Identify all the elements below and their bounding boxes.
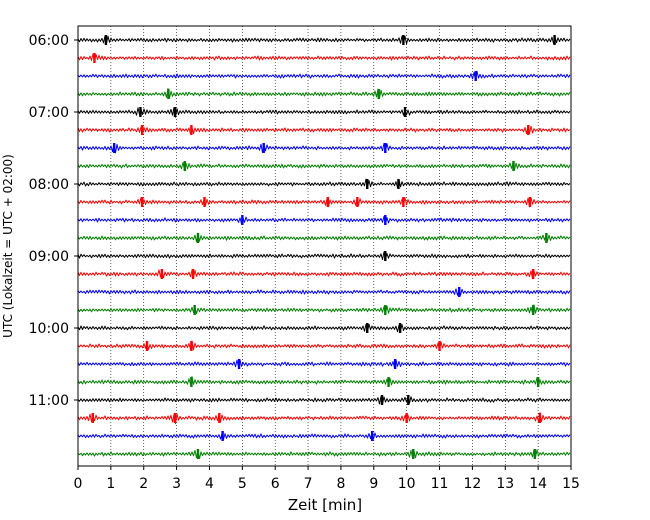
trace-0830 xyxy=(77,215,571,225)
axes-frame xyxy=(77,25,572,467)
x-tick-label-10: 10 xyxy=(398,476,416,492)
trace-1000 xyxy=(77,323,571,333)
x-tick-label-6: 6 xyxy=(271,476,280,492)
trace-1015 xyxy=(77,340,571,351)
trace-1115 xyxy=(77,412,571,425)
trace-0845 xyxy=(77,232,571,243)
trace-0745 xyxy=(77,162,571,171)
x-tick-label-12: 12 xyxy=(463,476,481,492)
y-tick-label-0900: 09:00 xyxy=(29,249,69,265)
y-axis-ticks: 06:00 07:00 08:00 09:00 10:00 11:00 xyxy=(29,33,78,409)
trace-1145 xyxy=(77,449,571,459)
x-tick-label-7: 7 xyxy=(304,476,313,492)
y-tick-label-1100: 11:00 xyxy=(29,393,69,409)
x-tick-label-14: 14 xyxy=(529,476,547,492)
x-tick-label-9: 9 xyxy=(369,476,378,492)
grid-lines xyxy=(110,26,539,466)
trace-0945 xyxy=(77,304,571,315)
x-axis-label: Zeit [min] xyxy=(288,496,362,514)
trace-0645 xyxy=(77,88,571,99)
x-tick-label-3: 3 xyxy=(172,476,181,492)
trace-0800 xyxy=(77,178,571,189)
x-axis-ticks: 0 1 2 3 4 5 6 7 8 9 10 11 12 13 14 15 xyxy=(74,466,580,492)
trace-0900 xyxy=(77,251,571,260)
y-tick-label-0800: 08:00 xyxy=(29,177,69,193)
trace-0815 xyxy=(77,197,571,208)
trace-1130 xyxy=(77,431,571,440)
trace-1100 xyxy=(77,396,571,405)
trace-0715 xyxy=(77,125,571,135)
trace-0700 xyxy=(77,107,571,118)
x-tick-label-2: 2 xyxy=(139,476,148,492)
y-axis-label: UTC (Lokalzeit = UTC + 02:00) xyxy=(1,154,15,338)
x-tick-label-11: 11 xyxy=(431,476,449,492)
x-tick-label-1: 1 xyxy=(106,476,115,492)
trace-1030 xyxy=(77,359,571,369)
y-tick-label-1000: 10:00 xyxy=(29,321,69,337)
seismic-traces xyxy=(77,35,571,459)
trace-0915 xyxy=(77,269,571,280)
trace-0615 xyxy=(77,53,571,63)
x-tick-label-4: 4 xyxy=(205,476,214,492)
x-tick-label-15: 15 xyxy=(562,476,580,492)
trace-1045 xyxy=(77,376,571,387)
trace-0630 xyxy=(77,70,571,81)
x-tick-label-8: 8 xyxy=(336,476,345,492)
x-tick-label-0: 0 xyxy=(74,476,83,492)
trace-0600 xyxy=(77,35,571,45)
y-tick-label-0600: 06:00 xyxy=(29,33,69,49)
y-tick-label-0700: 07:00 xyxy=(29,105,69,121)
x-tick-label-5: 5 xyxy=(238,476,247,492)
trace-0730 xyxy=(77,142,571,154)
x-tick-label-13: 13 xyxy=(496,476,514,492)
trace-0930 xyxy=(77,288,571,296)
